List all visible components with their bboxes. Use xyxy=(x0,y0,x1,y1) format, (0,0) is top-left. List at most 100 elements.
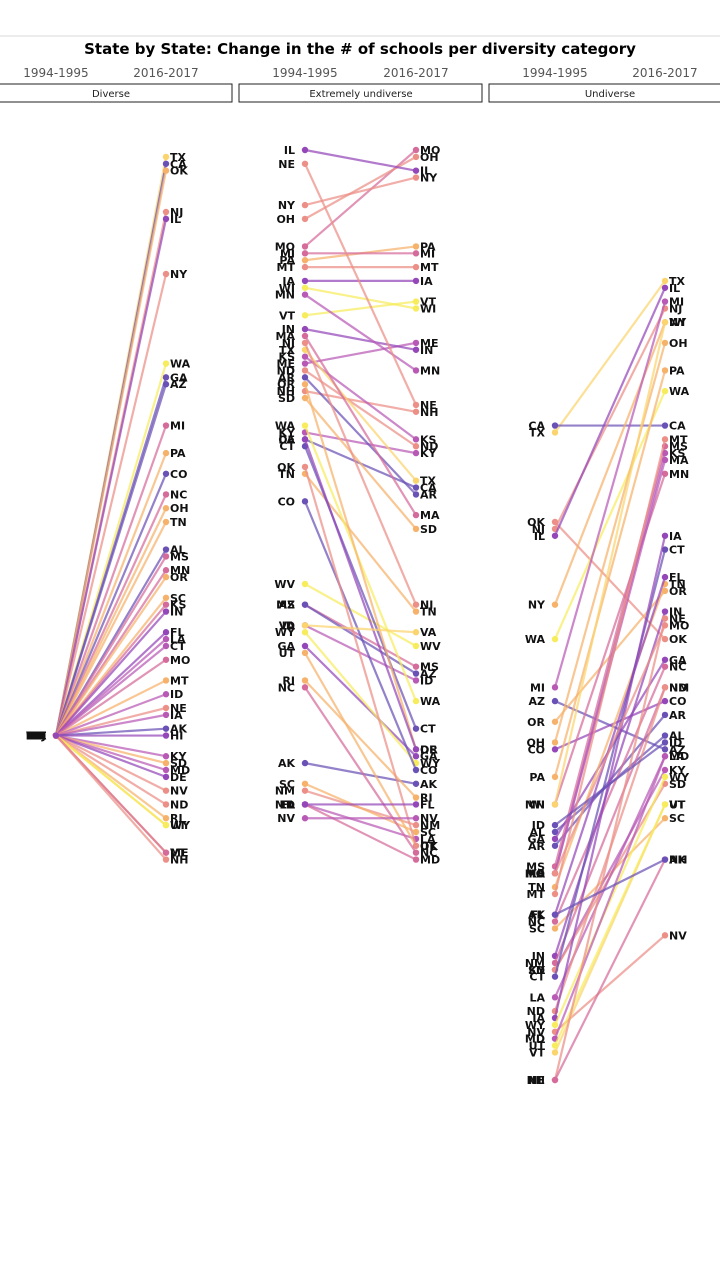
state-label-start-ny: NY xyxy=(29,730,47,743)
series-ia: IA IA xyxy=(282,275,433,288)
series-nj: NJ NJ xyxy=(282,337,434,612)
state-label-start-ms: MS xyxy=(276,599,295,612)
point-end-oh xyxy=(661,339,669,347)
state-label-end-nm: NM xyxy=(669,681,689,694)
series-mt: MT MT xyxy=(527,433,688,901)
point-end-il xyxy=(661,284,669,291)
series-or: OR OR xyxy=(527,585,687,729)
state-label-end-in: IN xyxy=(420,344,433,357)
series-in: IN IN xyxy=(33,606,184,743)
state-label-end-nc: NC xyxy=(170,488,187,501)
series-il: IL IL xyxy=(284,144,431,178)
point-end-nv xyxy=(162,787,170,794)
state-label-start-sd: SD xyxy=(278,392,295,405)
slope-line-ky xyxy=(304,431,417,455)
state-label-start-la: LA xyxy=(30,730,46,743)
state-label-end-ok: OK xyxy=(420,840,438,853)
state-label-end-mi: MI xyxy=(669,296,684,309)
state-label-end-nv: NV xyxy=(170,785,188,798)
slope-line-il xyxy=(553,287,667,537)
state-label-start-ut: UT xyxy=(279,647,296,660)
slope-line-pa xyxy=(54,452,168,736)
state-label-end-tx: TX xyxy=(669,275,686,288)
slope-line-id xyxy=(554,741,666,826)
point-start-ca xyxy=(551,422,559,429)
series-fl: FL FL xyxy=(280,798,434,811)
state-label-start-ut: UT xyxy=(30,730,47,743)
slope-line-nj xyxy=(303,342,418,606)
point-end-ma xyxy=(661,456,669,464)
point-end-mt xyxy=(162,677,170,684)
state-label-start-az: AZ xyxy=(279,599,296,612)
state-label-end-tn: TN xyxy=(170,516,187,529)
state-label-end-hi: HI xyxy=(170,730,183,743)
state-label-start-ky: KY xyxy=(529,964,547,977)
state-label-start-la: LA xyxy=(279,798,295,811)
slope-line-la xyxy=(304,803,417,840)
series-ri: RI RI xyxy=(282,674,432,804)
point-start-nv xyxy=(301,815,309,822)
state-label-end-ga: GA xyxy=(170,371,188,384)
point-end-ga xyxy=(162,374,170,381)
slope-line-tx xyxy=(304,349,417,482)
state-label-start-ma: MA xyxy=(526,867,546,880)
series-ca: CA CA xyxy=(528,420,686,433)
state-label-end-nh: NH xyxy=(669,854,687,867)
state-label-end-il: IL xyxy=(669,282,680,295)
state-label-end-pa: PA xyxy=(669,364,685,377)
point-end-az xyxy=(162,381,170,388)
state-label-end-oh: OH xyxy=(669,337,688,350)
series-oh: OH OH xyxy=(276,151,438,226)
point-start-co xyxy=(301,498,309,505)
series-md: MD MD xyxy=(525,750,689,1045)
state-label-end-sd: SD xyxy=(420,523,437,536)
point-start-ak xyxy=(301,759,309,767)
state-label-end-co: CO xyxy=(420,764,437,777)
state-label-end-me: ME xyxy=(420,337,438,350)
point-start-mt xyxy=(551,890,559,898)
point-end-ca xyxy=(162,160,170,167)
series-ok: OK OK xyxy=(277,461,438,853)
point-start-wi xyxy=(551,801,559,808)
point-end-fl xyxy=(162,629,170,636)
state-label-end-nc: NC xyxy=(420,847,437,860)
point-end-ar xyxy=(412,491,420,498)
slope-line-de xyxy=(55,734,167,778)
point-end-de xyxy=(162,773,170,781)
state-label-end-ne: NE xyxy=(170,702,187,715)
state-label-start-ga: GA xyxy=(28,730,46,743)
slope-line-ak xyxy=(55,727,167,737)
chart-title: State by State: Change in the # of schoo… xyxy=(84,40,636,58)
state-label-start-ut: UT xyxy=(529,1040,546,1053)
state-label-end-pa: PA xyxy=(170,447,186,460)
state-label-start-ms: MS xyxy=(526,860,545,873)
state-label-end-oh: OH xyxy=(420,151,439,164)
slope-line-in xyxy=(55,610,167,737)
point-start-nc xyxy=(301,684,309,691)
state-label-end-az: AZ xyxy=(170,378,187,391)
point-start-sc xyxy=(551,925,559,932)
point-end-az xyxy=(661,746,669,753)
state-label-start-in: IN xyxy=(532,950,545,963)
point-end-co xyxy=(162,470,170,477)
state-label-start-wy: WY xyxy=(525,1019,546,1032)
state-label-start-ne: NE xyxy=(278,158,295,171)
slope-line-nv xyxy=(55,734,167,792)
state-label-end-ma: MA xyxy=(420,509,440,522)
series-pa: PA PA xyxy=(529,364,685,783)
slope-line-co xyxy=(303,500,418,771)
state-label-end-de: DE xyxy=(170,771,187,784)
point-start-ks xyxy=(301,353,309,360)
state-label-end-ca: CA xyxy=(669,420,686,433)
series-mo: MO MO xyxy=(525,619,690,880)
state-label-end-ct: CT xyxy=(420,723,436,736)
point-end-mi xyxy=(661,298,669,305)
state-label-end-fl: FL xyxy=(669,571,684,584)
slope-line-mn xyxy=(304,293,417,372)
state-label-start-fl: FL xyxy=(280,798,295,811)
state-label-start-ks: KS xyxy=(279,351,296,364)
series-vt: VT VT xyxy=(279,296,437,323)
state-label-end-nh: NH xyxy=(420,406,438,419)
state-label-end-ct: CT xyxy=(669,544,685,557)
series-ky: KY KY xyxy=(279,426,438,460)
